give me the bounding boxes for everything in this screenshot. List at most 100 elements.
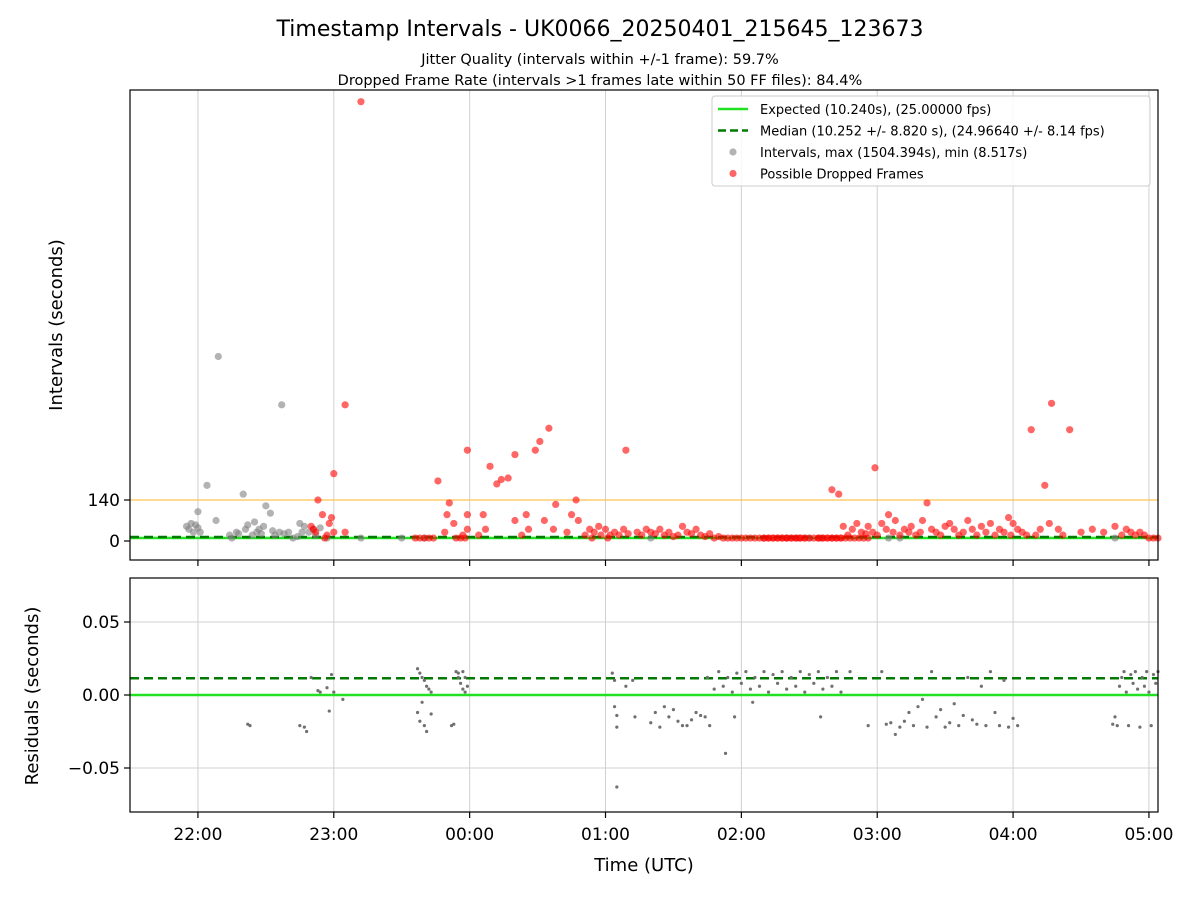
dropped-frame-point <box>563 528 571 536</box>
residual-point <box>830 684 834 688</box>
dropped-frame-point <box>638 531 646 539</box>
residuals-y-axis-label: Residuals (seconds) <box>22 607 43 786</box>
residuals-y-tick-label: 0.00 <box>82 686 120 706</box>
dropped-frame-point <box>848 525 856 533</box>
dropped-frame-point <box>443 511 451 519</box>
residual-point <box>748 687 753 691</box>
dropped-frame-point <box>622 446 630 454</box>
interval-point <box>244 521 252 529</box>
residual-point <box>465 684 469 688</box>
dropped-frame-point <box>461 534 469 542</box>
residual-point <box>1120 675 1124 680</box>
residual-point <box>631 678 635 683</box>
residual-point <box>1016 724 1020 728</box>
intervals-y-axis-label: Intervals (seconds) <box>46 239 67 411</box>
residual-point <box>309 675 313 680</box>
dropped-frame-point <box>597 531 605 539</box>
legend-entry-label: Possible Dropped Frames <box>760 168 924 183</box>
dropped-frame-point <box>615 531 623 539</box>
dropped-frame-point <box>968 525 976 533</box>
interval-point <box>647 534 655 542</box>
residual-point <box>732 715 737 719</box>
residual-point <box>816 670 820 674</box>
dropped-frame-point <box>567 511 576 519</box>
dropped-frame-point <box>882 525 890 533</box>
interval-point <box>284 528 293 536</box>
interval-point <box>262 502 270 510</box>
residual-point <box>794 684 798 688</box>
dropped-frame-point <box>959 528 967 536</box>
dropped-frame-point <box>1111 522 1119 530</box>
residual-point <box>461 670 465 674</box>
dropped-frame-point <box>896 531 904 539</box>
residual-point <box>721 684 725 688</box>
intervals-points <box>183 98 1162 542</box>
residual-point <box>726 675 730 680</box>
dropped-frame-point <box>590 528 598 536</box>
residual-point <box>676 719 680 723</box>
dropped-frame-point <box>665 528 673 536</box>
dropped-frame-point <box>873 531 881 539</box>
interval-point <box>239 490 247 498</box>
x-tick-label: 04:00 <box>989 825 1038 845</box>
dropped-frame-point <box>323 531 331 539</box>
residual-point <box>1154 681 1158 685</box>
residual-point <box>970 718 974 722</box>
dropped-frame-point <box>656 525 664 533</box>
residual-point <box>1111 722 1115 726</box>
residual-point <box>889 721 893 725</box>
dropped-frame-point <box>674 531 682 539</box>
dropped-frame-point <box>581 531 589 539</box>
dropped-frame-point <box>624 530 632 538</box>
residual-point <box>916 705 920 709</box>
residual-point <box>775 681 780 685</box>
dropped-frame-point <box>572 496 580 504</box>
dropped-frame-point <box>1007 531 1015 539</box>
dropped-frame-point <box>878 519 886 528</box>
residual-point <box>723 751 728 756</box>
residual-point <box>415 667 420 671</box>
dropped-frame-point <box>1066 426 1074 434</box>
residual-point <box>884 722 888 726</box>
intervals-y-tick-label: 140 <box>88 491 120 511</box>
interval-point <box>203 481 211 489</box>
residual-point <box>925 725 929 729</box>
residual-point <box>246 722 250 726</box>
legend-entry-label: Median (10.252 +/- 8.820 s), (24.96640 +… <box>760 125 1105 140</box>
residual-point <box>997 724 1002 728</box>
dropped-frame-point <box>601 525 610 533</box>
residual-point <box>819 715 823 719</box>
interval-point <box>196 528 204 536</box>
residual-point <box>920 697 925 701</box>
dropped-frame-point <box>1000 528 1008 536</box>
residual-point <box>1115 724 1119 728</box>
legend-box <box>711 95 1151 187</box>
residual-point <box>744 670 748 674</box>
dropped-frame-point <box>1027 426 1035 434</box>
residual-point <box>615 725 619 729</box>
chart-subtitle-jitter: Jitter Quality (intervals within +/-1 fr… <box>420 52 779 68</box>
interval-point <box>235 530 243 538</box>
dropped-frame-point <box>540 516 548 525</box>
interval-point <box>192 521 200 529</box>
residual-point <box>934 715 938 719</box>
dropped-frame-point <box>552 500 560 508</box>
interval-point <box>298 528 306 536</box>
residual-point <box>1151 672 1156 677</box>
intervals-x-ticks <box>197 560 1150 566</box>
dropped-frame-point <box>916 528 924 536</box>
residual-point <box>911 724 916 728</box>
dropped-frame-point <box>486 462 494 470</box>
dropped-frame-point <box>907 522 915 530</box>
dropped-frame-point <box>871 464 879 472</box>
legend-swatch <box>729 169 737 178</box>
dropped-frame-point <box>511 451 519 459</box>
interval-point <box>257 530 265 538</box>
residual-point <box>463 690 467 694</box>
dropped-frame-point <box>481 525 490 533</box>
legend-entry-label: Intervals, max (1504.394s), min (8.517s) <box>760 146 1027 161</box>
dropped-frame-point <box>531 446 539 454</box>
residual-point <box>427 687 431 691</box>
dropped-frame-point <box>828 486 836 494</box>
